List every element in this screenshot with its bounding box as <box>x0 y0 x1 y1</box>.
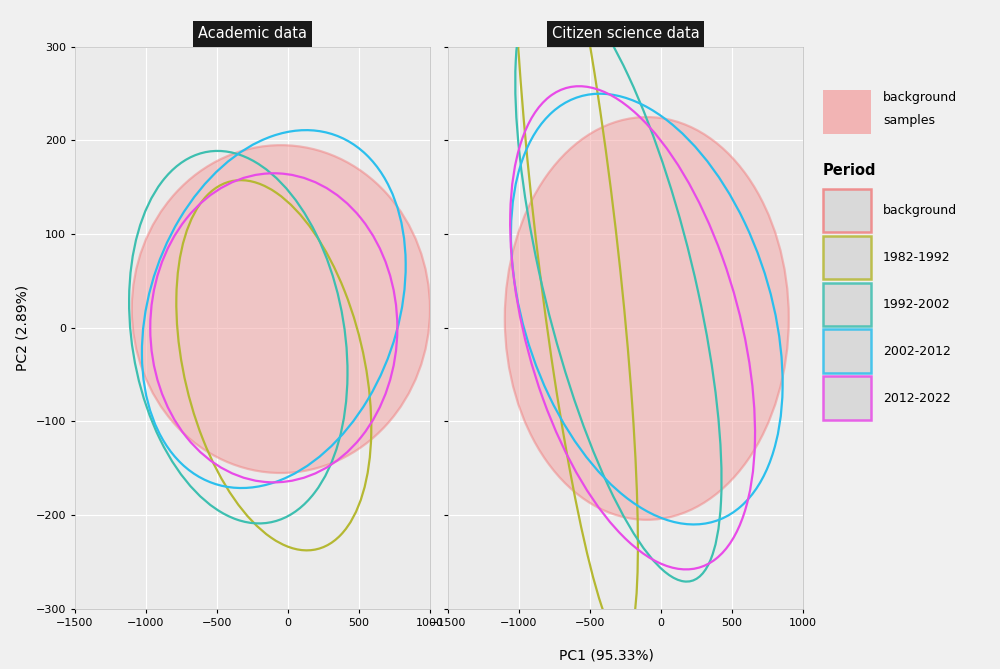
Text: background: background <box>883 204 957 217</box>
Title: Citizen science data: Citizen science data <box>552 27 699 41</box>
Y-axis label: PC2 (2.89%): PC2 (2.89%) <box>16 285 30 371</box>
Text: Period: Period <box>823 163 876 178</box>
Text: 1982-1992: 1982-1992 <box>883 251 951 264</box>
Ellipse shape <box>132 145 430 473</box>
Text: PC1 (95.33%): PC1 (95.33%) <box>559 648 654 662</box>
Title: Academic data: Academic data <box>198 27 307 41</box>
Text: 2002-2012: 2002-2012 <box>883 345 951 358</box>
Ellipse shape <box>505 117 789 520</box>
Text: 2012-2022: 2012-2022 <box>883 391 951 405</box>
Text: 1992-2002: 1992-2002 <box>883 298 951 311</box>
Text: background: background <box>883 90 957 104</box>
Text: samples: samples <box>883 114 935 127</box>
